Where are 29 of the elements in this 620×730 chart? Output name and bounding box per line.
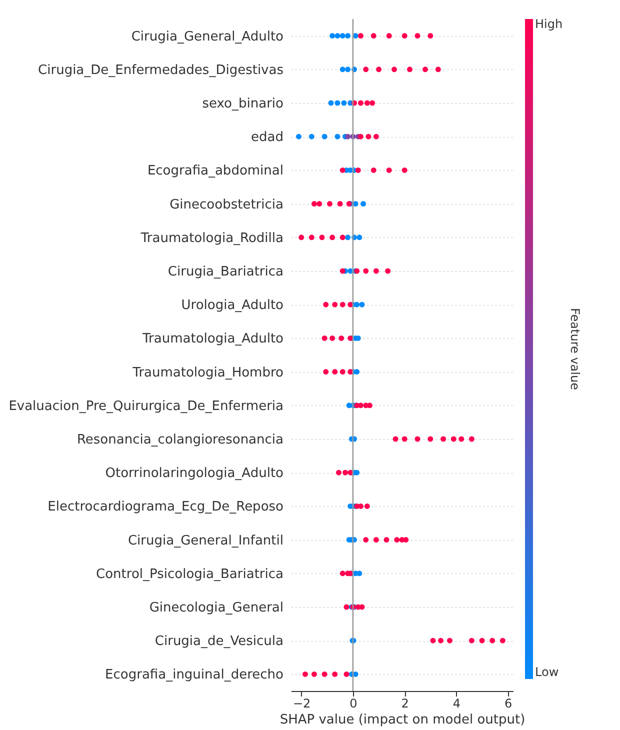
y-tick-label: Traumatologia_Rodilla: [140, 230, 284, 246]
y-tick-label: Cirugia_General_Infantil: [128, 533, 284, 548]
x-tick-label: 4: [452, 696, 461, 710]
y-tick-label: Traumatologia_Hombro: [132, 365, 284, 380]
y-tick-label: Ginecoobstetricia: [170, 197, 284, 212]
y-tick-label: sexo_binario: [202, 96, 284, 112]
y-tick-label: Ginecologia_General: [149, 600, 284, 616]
y-tick-label: Cirugia_General_Adulto: [131, 29, 284, 44]
y-tick-label: Control_Psicologia_Bariatrica: [96, 566, 284, 582]
y-tick-label: Ecografia_abdominal: [147, 164, 284, 179]
x-tick-label: 2: [401, 696, 409, 710]
x-tick-label: 0: [350, 696, 358, 710]
y-tick-label: Cirugia_De_Enfermedades_Digestivas: [38, 62, 284, 78]
y-tick-label: Cirugia_Bariatrica: [168, 264, 284, 280]
color-bar-title: Feature value: [568, 308, 582, 390]
x-axis-title: SHAP value (impact on model output): [280, 712, 526, 728]
x-tick-label: 6: [504, 696, 512, 710]
x-tick-label: −2: [292, 696, 311, 710]
y-tick-label: Electrocardiograma_Ecg_De_Reposo: [48, 500, 284, 515]
y-tick-label: Ecografia_inguinal_derecho: [105, 668, 284, 683]
color-bar-label: Low: [535, 665, 559, 679]
y-tick-label: Evaluacion_Pre_Quirurgica_De_Enfermeria: [8, 398, 284, 414]
y-tick-label: Urologia_Adulto: [181, 298, 284, 314]
y-tick-label: Otorrinolaringologia_Adulto: [105, 466, 284, 482]
y-tick-label: edad: [251, 130, 284, 146]
color-bar-label: High: [535, 17, 563, 31]
y-tick-label: Cirugia_de_Vesicula: [154, 634, 284, 650]
y-tick-label: Resonancia_colangioresonancia: [76, 432, 284, 448]
y-tick-label: Traumatologia_Adulto: [142, 332, 284, 347]
